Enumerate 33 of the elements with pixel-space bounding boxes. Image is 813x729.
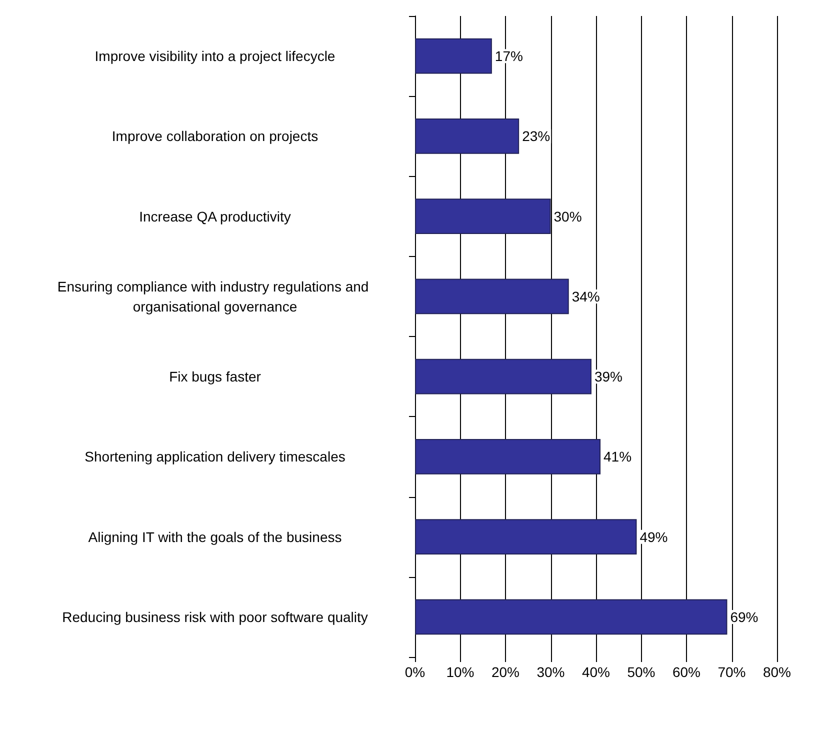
bar: [415, 599, 728, 635]
bar: [415, 38, 492, 74]
data-label: 39%: [594, 368, 623, 385]
bar: [415, 118, 520, 154]
x-tick-label: 80%: [762, 664, 792, 680]
bar: [415, 278, 569, 314]
x-tick-label: 20%: [491, 664, 520, 680]
y-tick-label: Improve collaboration on projects: [112, 128, 318, 144]
bar: [415, 198, 551, 234]
x-tick-label: 40%: [582, 664, 610, 680]
y-tick-label: Ensuring compliance with industry regulations and organisational governance: [57, 278, 373, 314]
data-label: 41%: [604, 448, 632, 465]
y-tick-label: Aligning IT with the goals of the business: [88, 528, 342, 545]
data-label: 49%: [640, 528, 668, 545]
y-tick-label: Shortening application delivery timescales: [84, 448, 346, 465]
data-label: 30%: [554, 208, 582, 224]
bar: [415, 358, 592, 394]
data-label: 17%: [494, 48, 523, 64]
x-tick-label: 10%: [446, 664, 474, 680]
bar: [415, 519, 637, 554]
y-tick-label: Reducing business risk with poor software quality: [62, 608, 368, 625]
data-label: 34%: [572, 288, 600, 304]
x-tick-label: 0%: [404, 664, 426, 680]
x-tick-label: 50%: [627, 664, 656, 680]
x-tick-label: 70%: [718, 664, 746, 680]
y-tick-label: Fix bugs faster: [169, 368, 262, 385]
bar: [415, 439, 601, 474]
y-tick-label: Increase QA productivity: [139, 208, 291, 224]
x-tick-label: 30%: [536, 664, 565, 680]
x-tick-label: 60%: [672, 664, 701, 680]
data-label: 69%: [730, 608, 758, 625]
y-tick-label: Improve visibility into a project lifecycle: [94, 48, 336, 64]
data-label: 23%: [522, 128, 550, 144]
